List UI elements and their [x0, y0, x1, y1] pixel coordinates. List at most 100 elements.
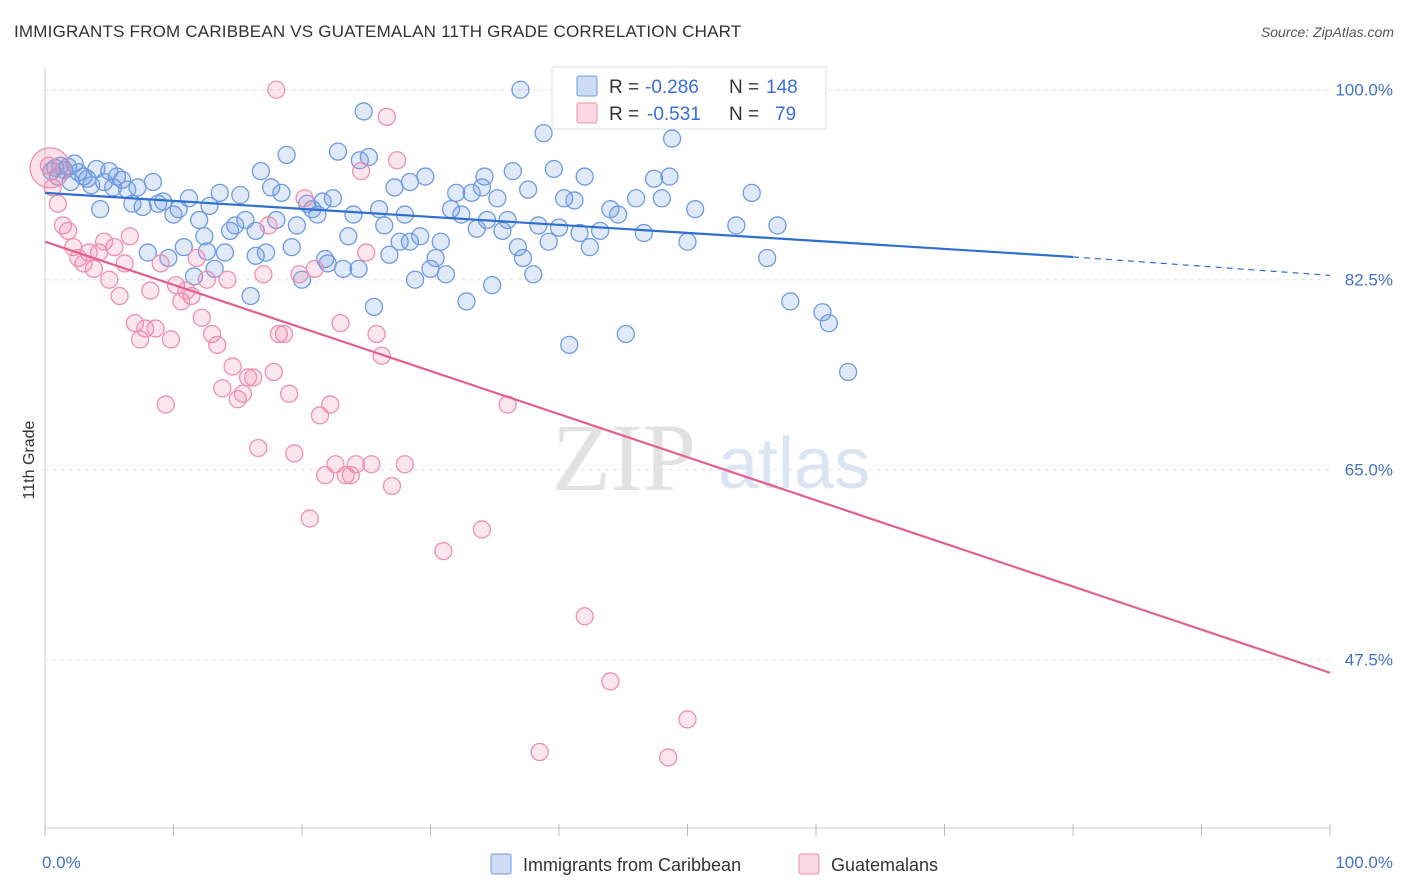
caribbean-point-65: [354, 102, 373, 121]
caribbean-point-84: [452, 205, 471, 224]
guatemalan-point-36: [223, 357, 242, 376]
caribbean-point-69: [375, 216, 394, 235]
caribbean-point-40: [226, 216, 245, 235]
caribbean-point-112: [608, 205, 628, 224]
caribbean-point-85: [457, 292, 476, 311]
caribbean-point-31: [179, 189, 199, 208]
caribbean-point-116: [644, 169, 664, 188]
y-tick-label-3: 47.5%: [1345, 651, 1393, 670]
guatemalan-point-41: [249, 438, 268, 458]
caribbean-point-95: [508, 237, 528, 257]
caribbean-point-94: [503, 161, 522, 181]
caribbean-point-60: [328, 142, 348, 161]
caribbean-point-64: [349, 259, 368, 279]
caribbean-point-67: [364, 297, 384, 317]
series-guatemalan-points: [29, 80, 697, 767]
caribbean-point-110: [590, 221, 610, 241]
chart-title: IMMIGRANTS FROM CARIBBEAN VS GUATEMALAN …: [14, 22, 742, 41]
guatemalan-point-19: [136, 319, 155, 338]
legend-n-label-caribbean: N =: [729, 77, 759, 98]
caribbean-point-126: [768, 216, 787, 235]
caribbean-point-35: [200, 196, 219, 216]
series-legend: Immigrants from Caribbean Guatemalans: [490, 853, 938, 875]
caribbean-point-130: [838, 362, 858, 382]
caribbean-point-103: [549, 218, 569, 237]
guatemalan-point-66: [377, 107, 396, 127]
guatemalan-point-68: [387, 151, 407, 170]
guatemalan-point-16: [120, 227, 139, 246]
guatemalan-point-62: [357, 243, 376, 262]
guatemalan-point-67: [382, 476, 402, 496]
caribbean-point-139: [197, 242, 217, 261]
guatemalan-point-44: [264, 362, 283, 382]
guatemalan-point-78: [267, 80, 286, 99]
caribbean-point-23: [138, 243, 157, 262]
guatemalan-point-34: [213, 379, 232, 398]
guatemalan-point-64: [367, 324, 386, 344]
guatemalan-point-61: [351, 161, 371, 181]
caribbean-point-17: [107, 167, 127, 186]
guatemalan-point-70: [434, 541, 453, 561]
guatemalan-point-37: [228, 389, 247, 409]
legend-r-value-caribbean: -0.286: [645, 77, 699, 98]
guatemalan-point-48: [285, 444, 304, 463]
legend-swatch-guatemalan: [576, 102, 598, 124]
caribbean-point-47: [262, 178, 281, 197]
caribbean-point-61: [333, 259, 353, 279]
axes: [44, 68, 1331, 836]
caribbean-point-136: [475, 167, 494, 186]
trend-lines: [44, 191, 1331, 674]
legend-r-label-guatemalan: R =: [609, 104, 639, 125]
caribbean-point-21: [128, 178, 147, 197]
caribbean-point-46: [256, 243, 276, 262]
guatemalan-point-27: [177, 281, 196, 300]
guatemalan-point-39: [238, 368, 258, 387]
guatemalan-point-59: [341, 465, 360, 485]
guatemalan-point-60: [346, 455, 366, 474]
guatemalan-point-40: [244, 368, 263, 387]
legend-r-label-caribbean: R =: [609, 77, 639, 98]
guatemalan-point-31: [197, 270, 217, 289]
caribbean-point-109: [580, 237, 599, 257]
guatemalan-point-32: [202, 324, 222, 344]
caribbean-point-83: [447, 183, 466, 203]
guatemalan-point-22: [151, 254, 170, 273]
guatemalan-point-14: [110, 286, 129, 306]
caribbean-point-100: [534, 123, 553, 143]
caribbean-point-135: [400, 172, 420, 192]
caribbean-point-77: [416, 167, 435, 186]
caribbean-point-74: [400, 232, 420, 251]
guatemalan-point-63: [362, 455, 381, 474]
y-tick-label-0: 100.0%: [1335, 81, 1393, 100]
guatemalan-trend-line: [44, 240, 1331, 674]
stats-legend-box: [551, 66, 827, 130]
caribbean-point-70: [380, 245, 399, 264]
caribbean-point-63: [344, 205, 363, 224]
guatemalan-point-71: [472, 520, 492, 539]
guatemalan-point-21: [146, 319, 165, 338]
caribbean-point-115: [634, 223, 653, 243]
guatemalan-point-57: [331, 313, 350, 333]
caribbean-point-132: [662, 129, 682, 148]
guatemalan-point-13: [105, 237, 124, 257]
legend-n-value-caribbean: 148: [766, 77, 798, 98]
x-tick-label-0: 0.0%: [42, 853, 81, 872]
caribbean-point-99: [529, 216, 548, 235]
caribbean-point-127: [781, 292, 800, 311]
watermark-atlas: atlas: [718, 424, 870, 504]
guatemalan-point-33: [208, 335, 227, 355]
guatemalan-point-55: [321, 395, 340, 414]
caribbean-point-93: [498, 210, 517, 230]
y-tick-label-1: 82.5%: [1345, 271, 1393, 290]
caribbean-point-118: [660, 167, 679, 186]
caribbean-point-96: [513, 248, 533, 268]
guatemalan-point-38: [233, 384, 253, 403]
caribbean-point-45: [251, 161, 271, 181]
y-tick-labels: 100.0% 82.5% 65.0% 47.5%: [1335, 81, 1393, 670]
grid: [45, 89, 1330, 661]
guatemalan-point-0: [39, 156, 59, 175]
caribbean-point-37: [210, 183, 229, 203]
guatemalan-point-26: [172, 292, 191, 311]
watermark: ZIP atlas: [552, 404, 870, 511]
